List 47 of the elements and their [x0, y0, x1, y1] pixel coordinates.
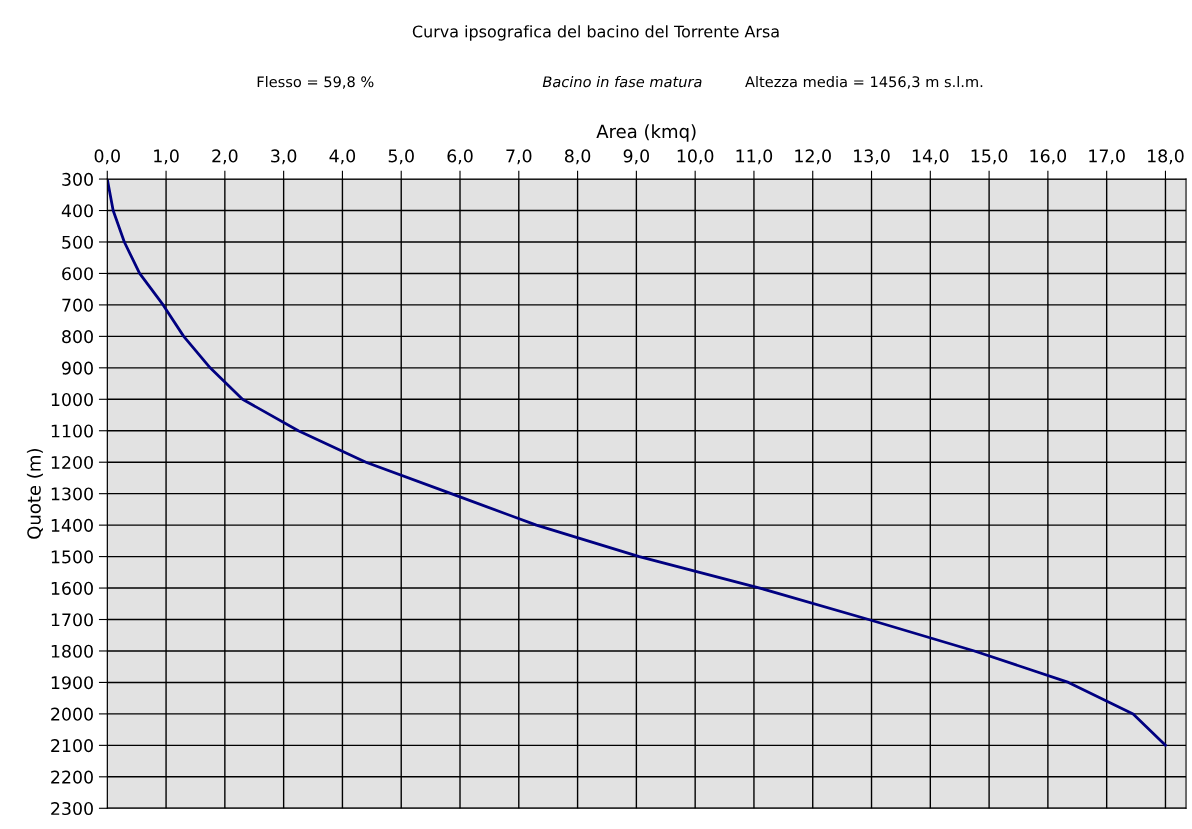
y-tick-label: 400 [61, 204, 93, 218]
x-tick-label: 4,0 [329, 149, 356, 165]
y-tick-label: 1200 [51, 455, 93, 470]
y-tick-label: 800 [62, 330, 93, 344]
y-tick-label: 1700 [51, 613, 93, 627]
y-tick-label: 600 [62, 267, 93, 281]
x-tick-label: 2,0 [212, 149, 238, 165]
x-tick-label: 11,0 [736, 149, 773, 165]
y-tick-label: 300 [62, 172, 93, 186]
x-tick-label: 13,0 [854, 149, 890, 165]
y-tick-label: 1300 [51, 487, 93, 501]
y-tick-label: 1600 [51, 581, 93, 595]
x-tick-label: 5,0 [388, 149, 414, 165]
x-tick-label: 18,0 [1148, 149, 1184, 165]
y-tick-label: 1000 [51, 393, 93, 407]
y-axis-title: Quote (m) [26, 449, 43, 539]
y-tick-label: 900 [62, 361, 93, 375]
x-tick-label: 9,0 [623, 149, 650, 165]
line-series [107, 179, 1167, 747]
x-axis-title: Area (kmq) [596, 124, 696, 142]
y-tick-label: 1400 [51, 518, 93, 532]
y-tick-label: 500 [62, 235, 93, 249]
y-tick-label: 2300 [51, 801, 93, 816]
y-tick-label: 1900 [51, 676, 93, 690]
y-tick-label: 700 [62, 298, 93, 312]
x-tick-label: 16,0 [1030, 149, 1067, 165]
y-tick-label: 1500 [51, 550, 93, 564]
x-tick-label: 1,0 [154, 149, 179, 165]
x-tick-label: 3,0 [271, 149, 297, 165]
x-tick-label: 7,0 [506, 149, 532, 165]
x-tick-label: 15,0 [971, 149, 1008, 165]
x-tick-label: 17,0 [1089, 149, 1125, 165]
text: Altezza media = 1456,3 m s.l.m. [745, 75, 983, 89]
y-tick-label: 2000 [51, 707, 93, 721]
x-tick-label: 12,0 [795, 149, 831, 165]
y-tick-label: 1100 [51, 424, 93, 438]
x-tick-label: 0,0 [94, 149, 120, 165]
x-tick-label: 10,0 [677, 149, 714, 165]
text: Flesso = 59,8 % [257, 75, 374, 89]
x-tick-label: 6,0 [447, 149, 473, 165]
y-tick-label: 2100 [51, 739, 93, 753]
x-tick-label: 14,0 [912, 149, 949, 165]
y-tick-label: 2200 [51, 770, 93, 784]
y-tick-label: 1800 [51, 644, 93, 658]
x-tick-label: 8,0 [564, 149, 591, 165]
text: Bacino in fase matura [542, 75, 702, 88]
chart-title: Curva ipsografica del bacino del Torrente Arsa [412, 25, 779, 41]
